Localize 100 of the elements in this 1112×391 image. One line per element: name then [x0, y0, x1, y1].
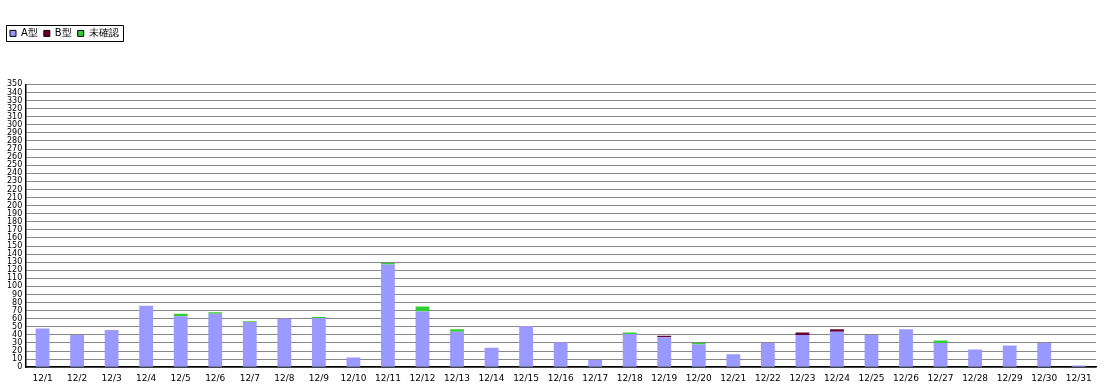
y-tick-label: 120	[6, 265, 23, 275]
y-tick-label: 230	[6, 176, 23, 186]
y-tick-label: 110	[6, 273, 23, 283]
y-tick-label: 240	[6, 168, 23, 178]
x-tick-label: 12/24	[823, 372, 851, 383]
bar	[173, 316, 188, 367]
x-tick-label: 12/31	[1065, 372, 1092, 383]
bar	[830, 329, 844, 332]
y-tick-label: 130	[6, 257, 23, 267]
y-tick-label: 250	[6, 160, 23, 170]
bar	[139, 305, 154, 367]
y-tick-label: 180	[6, 216, 23, 226]
y-tick-label: 260	[6, 152, 23, 162]
bar	[208, 313, 223, 367]
y-tick-label: 140	[6, 249, 23, 259]
y-tick-label: 50	[12, 321, 23, 331]
bar	[726, 354, 741, 367]
x-tick-label: 12/2	[66, 372, 88, 383]
x-tick-label: 12/18	[616, 372, 643, 383]
y-tick-label: 160	[6, 233, 23, 242]
y-tick-label: 30	[12, 338, 23, 348]
bar	[104, 330, 119, 367]
y-tick-label: 80	[12, 297, 23, 307]
bar	[484, 347, 499, 367]
bar	[1037, 342, 1052, 367]
bar	[415, 311, 430, 367]
bar	[657, 337, 672, 367]
bar	[899, 329, 913, 367]
x-tick-label: 12/27	[927, 372, 954, 383]
x-tick-label: 12/4	[136, 372, 157, 383]
y-tick-label: 60	[12, 313, 23, 323]
bar	[242, 321, 257, 367]
x-tick-label: 12/11	[374, 372, 401, 383]
x-tick-label: 12/10	[340, 372, 367, 383]
x-tick-label: 12/23	[789, 372, 816, 383]
y-tick-label: 150	[6, 241, 23, 251]
y-tick-label: 190	[6, 208, 23, 218]
x-tick-label: 12/9	[308, 372, 330, 383]
bar	[70, 334, 84, 367]
bar	[795, 334, 810, 367]
y-tick-label: 70	[12, 305, 23, 315]
bar	[588, 359, 603, 367]
x-tick-label: 12/20	[685, 372, 713, 383]
x-tick-label: 12/8	[274, 372, 295, 383]
bar	[277, 318, 292, 367]
y-tick-label: 200	[6, 200, 23, 210]
x-tick-label: 12/22	[754, 372, 781, 383]
bar	[830, 331, 844, 367]
y-tick-label: 350	[6, 79, 23, 89]
x-tick-label: 12/13	[444, 372, 470, 383]
bar	[450, 331, 464, 367]
x-tick-label: 12/21	[720, 372, 747, 383]
y-tick-label: 20	[12, 346, 23, 356]
x-tick-label: 12/6	[205, 372, 226, 383]
bar	[864, 334, 879, 367]
x-tick-label: 12/12	[409, 372, 436, 383]
y-tick-label: 40	[12, 329, 23, 339]
y-tick-label: 100	[6, 281, 23, 291]
legend-label: A型	[21, 26, 38, 38]
bar	[760, 342, 775, 367]
x-tick-label: 12/19	[651, 372, 678, 383]
y-tick-label: 340	[6, 87, 23, 97]
y-tick-label: 90	[12, 289, 23, 299]
x-tick-label: 12/30	[1031, 372, 1058, 383]
x-tick-label: 12/29	[996, 372, 1023, 383]
bar	[691, 344, 706, 367]
x-tick-label: 12/3	[101, 372, 122, 383]
x-tick-label: 12/7	[239, 372, 260, 383]
x-tick-label: 12/25	[858, 372, 885, 383]
x-tick-label: 12/16	[547, 372, 574, 383]
y-tick-label: 280	[6, 136, 23, 146]
y-tick-label: 0	[17, 362, 23, 372]
x-tick-label: 12/14	[478, 372, 505, 383]
bar	[933, 342, 948, 367]
x-tick-label: 12/15	[513, 372, 540, 383]
x-tick-label: 12/26	[893, 372, 920, 383]
bar	[311, 317, 326, 367]
x-tick-label: 12/1	[32, 372, 53, 383]
bar	[519, 325, 533, 367]
bar	[35, 328, 50, 367]
bar	[795, 332, 810, 335]
x-tick-label: 12/5	[170, 372, 191, 383]
y-tick-label: 330	[6, 95, 23, 105]
y-tick-label: 310	[6, 111, 23, 121]
y-tick-label: 210	[6, 192, 23, 202]
bar	[381, 264, 395, 367]
legend-label: 未確認	[88, 26, 119, 38]
bar	[553, 342, 568, 367]
y-tick-label: 170	[6, 224, 23, 234]
bar	[968, 349, 983, 367]
y-tick-label: 290	[6, 127, 23, 137]
y-tick-label: 320	[6, 103, 23, 113]
bar	[622, 334, 637, 367]
x-tick-label: 12/28	[962, 372, 989, 383]
x-tick-label: 12/17	[582, 372, 609, 383]
bar	[346, 357, 361, 367]
legend-label: B型	[54, 26, 72, 38]
y-tick-label: 10	[12, 354, 23, 364]
y-tick-label: 300	[6, 119, 23, 129]
y-tick-label: 220	[6, 184, 23, 194]
